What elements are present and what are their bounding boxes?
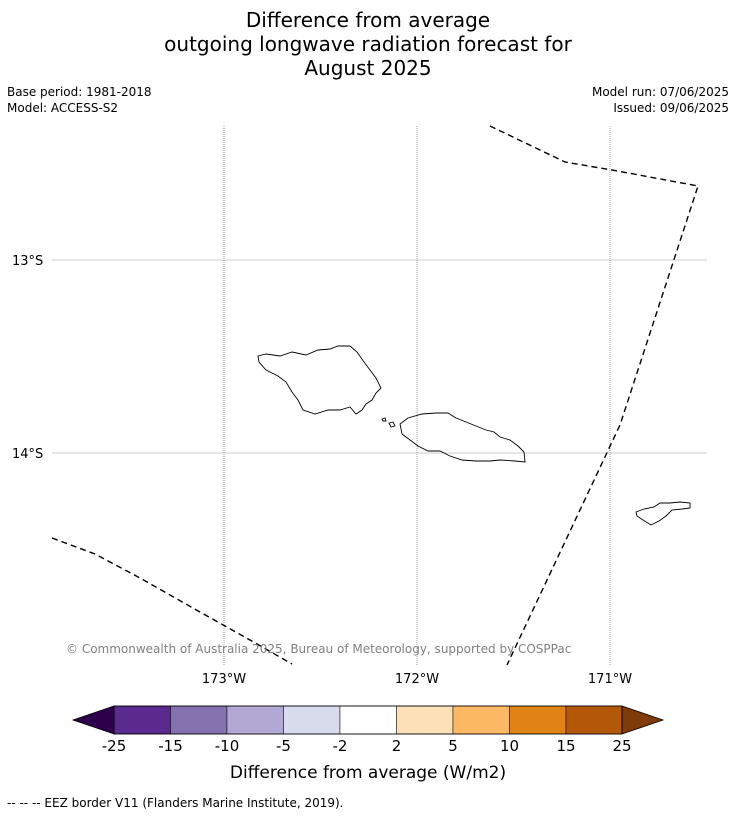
eez-border-west bbox=[51, 537, 293, 665]
colorbar-tick: -25 bbox=[102, 737, 127, 755]
colorbar-segment-8 bbox=[509, 705, 567, 735]
model-run: Model run: 07/06/2025 bbox=[591, 85, 729, 99]
colorbar-tick: 2 bbox=[392, 737, 402, 755]
colorbar-tick: 15 bbox=[556, 737, 575, 755]
eez-border-east bbox=[489, 125, 699, 666]
colorbar-segment-4 bbox=[283, 705, 341, 735]
colorbar-tick: -5 bbox=[276, 737, 291, 755]
colorbar-tick: -10 bbox=[215, 737, 240, 755]
eez-border bbox=[51, 125, 699, 666]
title-line-1: Difference from average bbox=[245, 8, 491, 32]
copyright-notice: © Commonwealth of Australia 2025, Bureau… bbox=[66, 642, 571, 656]
islet-apolima bbox=[381, 417, 387, 422]
colorbar-extend-low bbox=[71, 705, 115, 735]
lon-label-172w: 172°W bbox=[395, 672, 439, 687]
islands bbox=[257, 345, 691, 526]
title-line-2: outgoing longwave radiation forecast for bbox=[164, 32, 572, 56]
colorbar-tick: 25 bbox=[612, 737, 631, 755]
meta-left: Base period: 1981-2018 Model: ACCESS-S2 bbox=[7, 84, 152, 116]
model-name: Model: ACCESS-S2 bbox=[7, 101, 119, 115]
colorbar-outline bbox=[113, 705, 623, 735]
colorbar-label: Difference from average (W/m2) bbox=[230, 763, 506, 783]
meta-right: Model run: 07/06/2025 Issued: 09/06/2025 bbox=[592, 84, 729, 116]
colorbar-tick: 5 bbox=[448, 737, 458, 755]
colorbar-segment-7 bbox=[452, 705, 510, 735]
islet-manono bbox=[388, 421, 396, 428]
colorbar-tick: -2 bbox=[333, 737, 348, 755]
lat-label-13s: 13°S bbox=[12, 254, 43, 269]
map-title: Difference from average outgoing longwav… bbox=[0, 8, 736, 80]
island-savaii bbox=[257, 345, 382, 415]
base-period: Base period: 1981-2018 bbox=[7, 85, 152, 99]
colorbar-tick: -15 bbox=[158, 737, 183, 755]
island-upolu bbox=[399, 412, 526, 463]
gridlines bbox=[52, 126, 707, 665]
colorbar-segment-2 bbox=[170, 705, 228, 735]
colorbar: -25 -15 -10 -5 -2 2 5 10 15 25 Differenc… bbox=[71, 705, 665, 783]
island-tutuila bbox=[635, 501, 691, 526]
colorbar-segment-1 bbox=[113, 705, 171, 735]
lat-label-14s: 14°S bbox=[12, 447, 43, 462]
eez-footnote: -- -- -- EEZ border V11 (Flanders Marine… bbox=[7, 796, 344, 810]
colorbar-segment-5 bbox=[339, 705, 397, 735]
colorbar-segment-6 bbox=[396, 705, 454, 735]
lon-label-173w: 173°W bbox=[202, 672, 246, 687]
colorbar-tick: 10 bbox=[500, 737, 519, 755]
lon-label-171w: 171°W bbox=[588, 672, 632, 687]
issued-date: Issued: 09/06/2025 bbox=[613, 101, 729, 115]
colorbar-extend-high bbox=[621, 705, 665, 735]
colorbar-segment-3 bbox=[226, 705, 284, 735]
title-line-3: August 2025 bbox=[304, 56, 432, 80]
colorbar-segment-9 bbox=[565, 705, 623, 735]
